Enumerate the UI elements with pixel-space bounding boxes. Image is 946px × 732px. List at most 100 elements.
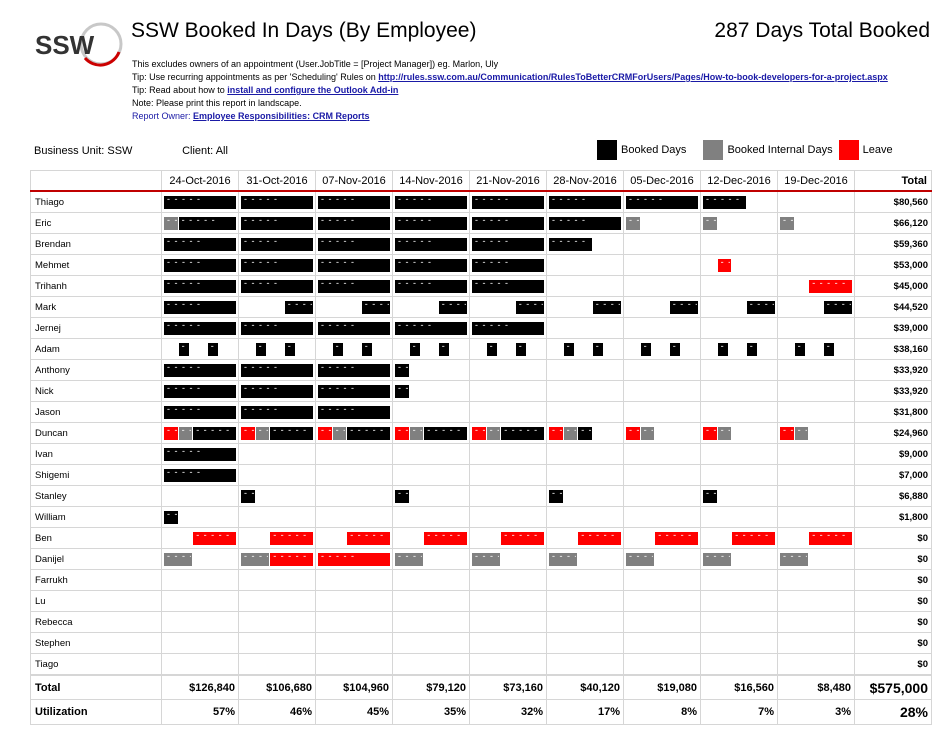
week-cell — [315, 275, 393, 297]
employee-name: Duncan — [30, 422, 162, 444]
week-cell — [161, 233, 239, 255]
week-cell — [238, 569, 316, 591]
employee-name: Rebecca — [30, 611, 162, 633]
name-header — [30, 170, 162, 192]
booked-block — [347, 425, 390, 440]
week-cell — [777, 296, 855, 318]
week-cell — [623, 443, 701, 465]
week-cell — [777, 590, 855, 612]
week-cell — [546, 401, 624, 423]
week-cell — [469, 401, 547, 423]
booked-block — [563, 341, 574, 356]
note-exclusions: This excludes owners of an appointment (… — [132, 59, 499, 69]
booked-block — [626, 194, 698, 209]
week-cell — [700, 380, 778, 402]
booked-block — [823, 299, 852, 314]
legend-leave-label: Leave — [862, 144, 893, 156]
week-cell — [238, 443, 316, 465]
week-cell — [238, 401, 316, 423]
week-cell — [546, 611, 624, 633]
scheduling-rules-link[interactable]: http://rules.ssw.com.au/Communication/Ru… — [378, 72, 888, 82]
week-cell — [392, 632, 470, 654]
header-row: 24-Oct-2016 31-Oct-2016 07-Nov-2016 14-Nov-… — [30, 170, 932, 192]
booked-block — [241, 215, 313, 230]
week-cell — [238, 233, 316, 255]
employee-row: Ivan $9,000 — [30, 443, 932, 465]
booked-block — [361, 341, 372, 356]
week-cell — [469, 527, 547, 549]
tip-prefix: Tip: Read about how to — [132, 85, 228, 95]
total-days-booked: 287 Days Total Booked — [714, 19, 930, 42]
internal-block — [717, 425, 732, 440]
employee-row: Anthony $33,920 — [30, 359, 932, 381]
leave-block — [472, 425, 486, 440]
week-cell — [392, 506, 470, 528]
booked-block — [549, 194, 621, 209]
week-cell — [777, 380, 855, 402]
total-header: Total — [854, 170, 932, 192]
employee-row: Jason $31,800 — [30, 401, 932, 423]
internal-block — [780, 215, 794, 230]
outlook-addin-link[interactable]: install and configure the Outlook Add-in — [227, 85, 399, 95]
employee-total: $44,520 — [854, 296, 932, 318]
week-cell — [161, 401, 239, 423]
week-cell — [392, 443, 470, 465]
week-cell — [238, 611, 316, 633]
week-total: $8,480 — [777, 674, 855, 700]
week-cell — [777, 653, 855, 676]
week-cell — [161, 190, 239, 213]
employee-row: Jernej $39,000 — [30, 317, 932, 339]
report-owner-link[interactable]: Employee Responsibilities: CRM Reports — [193, 111, 370, 121]
booked-swatch — [597, 140, 617, 160]
employee-rows: Thiago$80,560Eric$66,120Brendan$59,360Me… — [30, 190, 932, 676]
week-cell — [700, 359, 778, 381]
legend-booked-label: Booked Days — [621, 144, 687, 156]
week-cell — [161, 653, 239, 676]
booked-block — [395, 236, 467, 251]
week-cell — [700, 485, 778, 507]
week-cell — [161, 527, 239, 549]
booked-block — [164, 383, 236, 398]
booked-block — [515, 341, 526, 356]
week-cell — [161, 338, 239, 360]
leave-block — [717, 257, 732, 272]
week-cell — [469, 254, 547, 276]
booked-block — [823, 341, 834, 356]
employee-name: Nick — [30, 380, 162, 402]
booked-block — [318, 257, 390, 272]
week-cell — [777, 338, 855, 360]
week-cell — [315, 527, 393, 549]
booked-block — [669, 341, 680, 356]
booked-block — [207, 341, 218, 356]
week-cell — [469, 275, 547, 297]
week-cell — [777, 548, 855, 570]
week-cell — [777, 233, 855, 255]
total-label: Total — [30, 674, 162, 700]
week-cell — [546, 275, 624, 297]
booked-block — [241, 404, 313, 419]
employee-total: $0 — [854, 527, 932, 549]
leave-block — [501, 530, 544, 545]
employee-total: $45,000 — [854, 275, 932, 297]
employee-total: $9,000 — [854, 443, 932, 465]
leave-block — [193, 530, 236, 545]
internal-block — [549, 551, 578, 566]
booked-block — [438, 341, 449, 356]
week-total: $79,120 — [392, 674, 470, 700]
internal-block — [164, 551, 193, 566]
booked-block — [361, 299, 390, 314]
week-cell — [315, 464, 393, 486]
week-cell — [392, 275, 470, 297]
week-cell — [392, 359, 470, 381]
booked-block — [164, 236, 236, 251]
week-cell — [546, 338, 624, 360]
week-cell — [469, 338, 547, 360]
week-total: $19,080 — [623, 674, 701, 700]
week-cell — [392, 401, 470, 423]
booked-block — [395, 257, 467, 272]
booked-block — [178, 215, 236, 230]
week-cell — [315, 338, 393, 360]
booked-block — [318, 362, 390, 377]
booked-block — [241, 383, 313, 398]
week-cell — [469, 464, 547, 486]
